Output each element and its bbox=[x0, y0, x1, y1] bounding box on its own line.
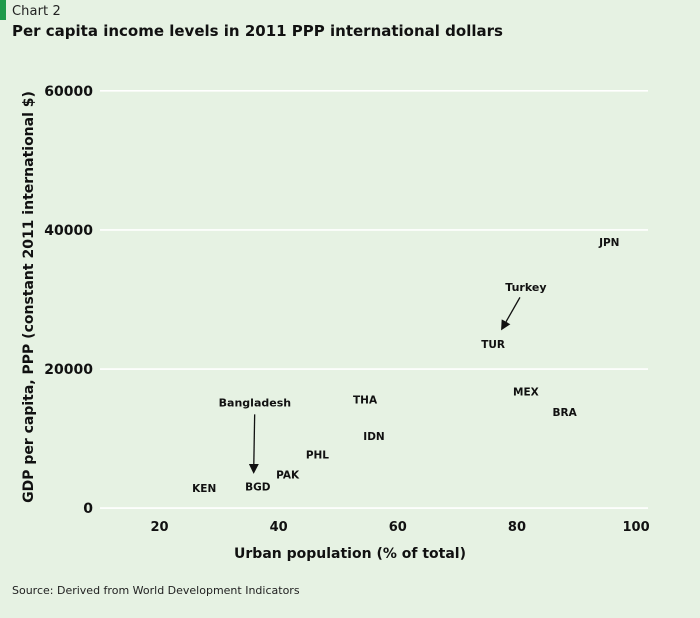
x-tick-label: 80 bbox=[508, 520, 526, 535]
y-tick-label: 0 bbox=[83, 501, 93, 517]
y-axis-title: GDP per capita, PPP (constant 2011 inter… bbox=[21, 91, 37, 503]
data-point-phl: PHL bbox=[306, 450, 329, 462]
x-tick-label: 60 bbox=[389, 520, 407, 535]
tick-layer: 0 20000 40000 60000 20 40 60 80 100 bbox=[44, 84, 649, 535]
grid-layer bbox=[100, 90, 648, 509]
x-axis-title: Urban population (% of total) bbox=[234, 546, 466, 562]
annotation-tur-label: Turkey bbox=[505, 281, 546, 294]
data-point-mex: MEX bbox=[513, 386, 539, 398]
x-tick-label: 20 bbox=[151, 520, 169, 535]
data-point-bra: BRA bbox=[552, 407, 577, 419]
chart-kicker: Chart 2 bbox=[12, 4, 61, 19]
annotation-bgd-arrow bbox=[248, 414, 259, 474]
data-point-pak: PAK bbox=[276, 470, 300, 482]
x-tick-label: 100 bbox=[623, 520, 650, 535]
y-tick-label: 40000 bbox=[44, 223, 93, 239]
source-note: Source: Derived from World Development I… bbox=[12, 584, 300, 597]
data-point-ken: KEN bbox=[192, 483, 216, 495]
y-tick-label: 20000 bbox=[44, 362, 93, 378]
data-point-tha: THA bbox=[353, 395, 378, 407]
data-point-jpn: JPN bbox=[598, 237, 619, 249]
annotation-layer: Bangladesh Turkey bbox=[219, 281, 546, 474]
data-point-bgd: BGD bbox=[245, 482, 271, 494]
accent-bar bbox=[0, 0, 6, 20]
data-point-idn: IDN bbox=[363, 431, 384, 443]
annotation-tur-arrow bbox=[501, 297, 521, 331]
annotation-bgd-label: Bangladesh bbox=[219, 396, 291, 409]
chart-title: Per capita income levels in 2011 PPP int… bbox=[12, 22, 503, 40]
x-tick-label: 40 bbox=[270, 520, 288, 535]
point-layer: KEN BGD PAK PHL THA IDN TUR MEX BRA JPN bbox=[192, 237, 619, 495]
y-tick-label: 60000 bbox=[44, 84, 93, 100]
data-point-tur: TUR bbox=[481, 339, 505, 351]
